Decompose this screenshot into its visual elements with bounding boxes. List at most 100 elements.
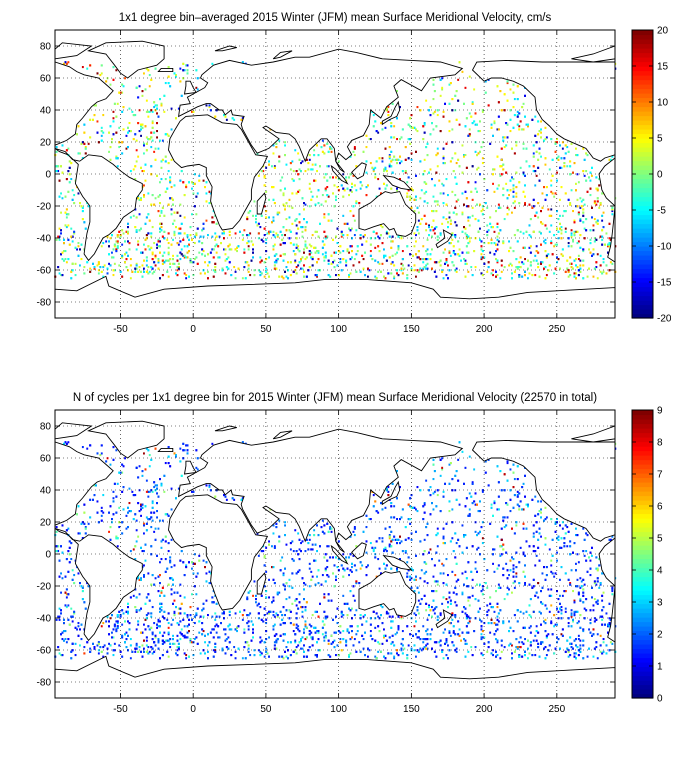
velocity-data-bin <box>358 202 361 205</box>
velocity-data-bin <box>109 146 112 149</box>
velocity-data-bin <box>576 198 579 201</box>
velocity-data-bin <box>212 269 215 272</box>
velocity-data-bin <box>416 269 419 272</box>
cycles-data-bin <box>137 535 140 538</box>
velocity-data-bin <box>177 243 180 246</box>
velocity-data-bin <box>323 152 326 155</box>
velocity-data-bin <box>449 242 452 245</box>
cycles-data-bin <box>513 586 516 589</box>
velocity-data-bin <box>534 134 537 137</box>
velocity-data-bin <box>425 258 428 261</box>
cycles-data-bin <box>183 636 186 639</box>
velocity-data-bin <box>154 67 157 70</box>
cycles-data-bin <box>170 566 173 569</box>
cycles-data-bin <box>246 596 249 599</box>
velocity-data-bin <box>204 254 206 257</box>
velocity-data-bin <box>284 205 286 208</box>
velocity-data-bin <box>442 192 445 195</box>
cycles-data-bin <box>445 598 448 601</box>
velocity-data-bin <box>497 206 500 209</box>
cycles-data-bin <box>102 646 105 649</box>
velocity-data-bin <box>321 194 324 197</box>
velocity-data-bin <box>308 182 311 185</box>
cycles-data-bin <box>195 593 198 596</box>
velocity-data-bin <box>352 150 355 153</box>
velocity-data-bin <box>73 230 76 233</box>
velocity-data-bin <box>135 139 138 142</box>
velocity-data-bin <box>300 170 302 173</box>
velocity-data-bin <box>442 155 445 158</box>
velocity-data-bin <box>561 141 564 144</box>
velocity-data-bin <box>410 152 413 155</box>
velocity-colorbar-segment <box>632 295 653 301</box>
velocity-data-bin <box>444 102 446 105</box>
velocity-data-bin <box>183 254 186 257</box>
velocity-data-bin <box>372 114 375 117</box>
velocity-data-bin <box>521 128 524 131</box>
cycles-data-bin <box>556 551 558 554</box>
velocity-data-bin <box>518 266 521 269</box>
velocity-data-bin <box>156 130 158 133</box>
cycles-data-bin <box>493 548 496 551</box>
cycles-data-bin <box>451 618 454 621</box>
velocity-data-bin <box>412 126 414 129</box>
cycles-data-bin <box>448 596 451 599</box>
velocity-data-bin <box>442 115 445 118</box>
velocity-data-bin <box>455 224 458 227</box>
cycles-data-bin <box>198 554 201 557</box>
velocity-data-bin <box>292 243 295 246</box>
cycles-data-bin <box>413 625 416 628</box>
velocity-data-bin <box>534 214 537 217</box>
velocity-data-bin <box>452 245 455 248</box>
cycles-data-bin <box>255 594 257 597</box>
velocity-data-bin <box>579 267 582 270</box>
velocity-data-bin <box>611 262 614 265</box>
velocity-data-bin <box>304 203 307 206</box>
velocity-data-bin <box>511 176 513 179</box>
velocity-data-bin <box>422 138 425 141</box>
velocity-data-bin <box>64 195 67 198</box>
velocity-colorbar-segment <box>632 75 653 81</box>
velocity-data-bin <box>582 259 585 262</box>
velocity-data-bin <box>289 242 292 245</box>
velocity-coastline <box>351 162 367 180</box>
velocity-data-bin <box>196 262 199 265</box>
velocity-data-bin <box>540 210 542 213</box>
velocity-data-bin <box>275 146 278 149</box>
cycles-data-bin <box>566 545 569 548</box>
velocity-data-bin <box>225 118 228 121</box>
velocity-data-bin <box>495 210 497 213</box>
velocity-data-bin <box>147 138 150 141</box>
velocity-data-bin <box>406 192 409 195</box>
velocity-data-bin <box>377 235 380 238</box>
velocity-data-bin <box>525 123 528 126</box>
velocity-data-bin <box>86 67 89 70</box>
velocity-data-bin <box>276 235 279 238</box>
velocity-colorbar-tick-label: -5 <box>657 206 666 217</box>
velocity-data-bin <box>134 178 137 181</box>
cycles-data-bin <box>436 494 439 497</box>
cycles-data-bin <box>471 578 474 581</box>
cycles-data-bin <box>499 657 502 660</box>
velocity-x-tick-label: 250 <box>548 324 565 335</box>
velocity-data-bin <box>356 245 359 248</box>
velocity-data-bin <box>198 240 201 243</box>
velocity-data-bin <box>109 125 112 128</box>
cycles-data-bin <box>224 633 227 636</box>
velocity-data-bin <box>83 221 86 224</box>
velocity-data-bin <box>468 75 471 78</box>
velocity-data-bin <box>103 264 106 267</box>
velocity-data-bin <box>150 232 153 235</box>
velocity-data-bin <box>468 133 471 136</box>
velocity-data-bin <box>297 264 300 267</box>
velocity-data-bin <box>381 128 384 131</box>
velocity-data-bin <box>160 211 163 214</box>
velocity-data-bin <box>333 259 336 262</box>
velocity-data-bin <box>420 218 423 221</box>
velocity-data-bin <box>452 250 455 253</box>
velocity-data-bin <box>559 222 561 225</box>
velocity-data-bin <box>169 266 172 269</box>
velocity-data-bin <box>276 258 279 261</box>
velocity-data-bin <box>154 256 157 259</box>
velocity-data-bin <box>500 259 503 262</box>
